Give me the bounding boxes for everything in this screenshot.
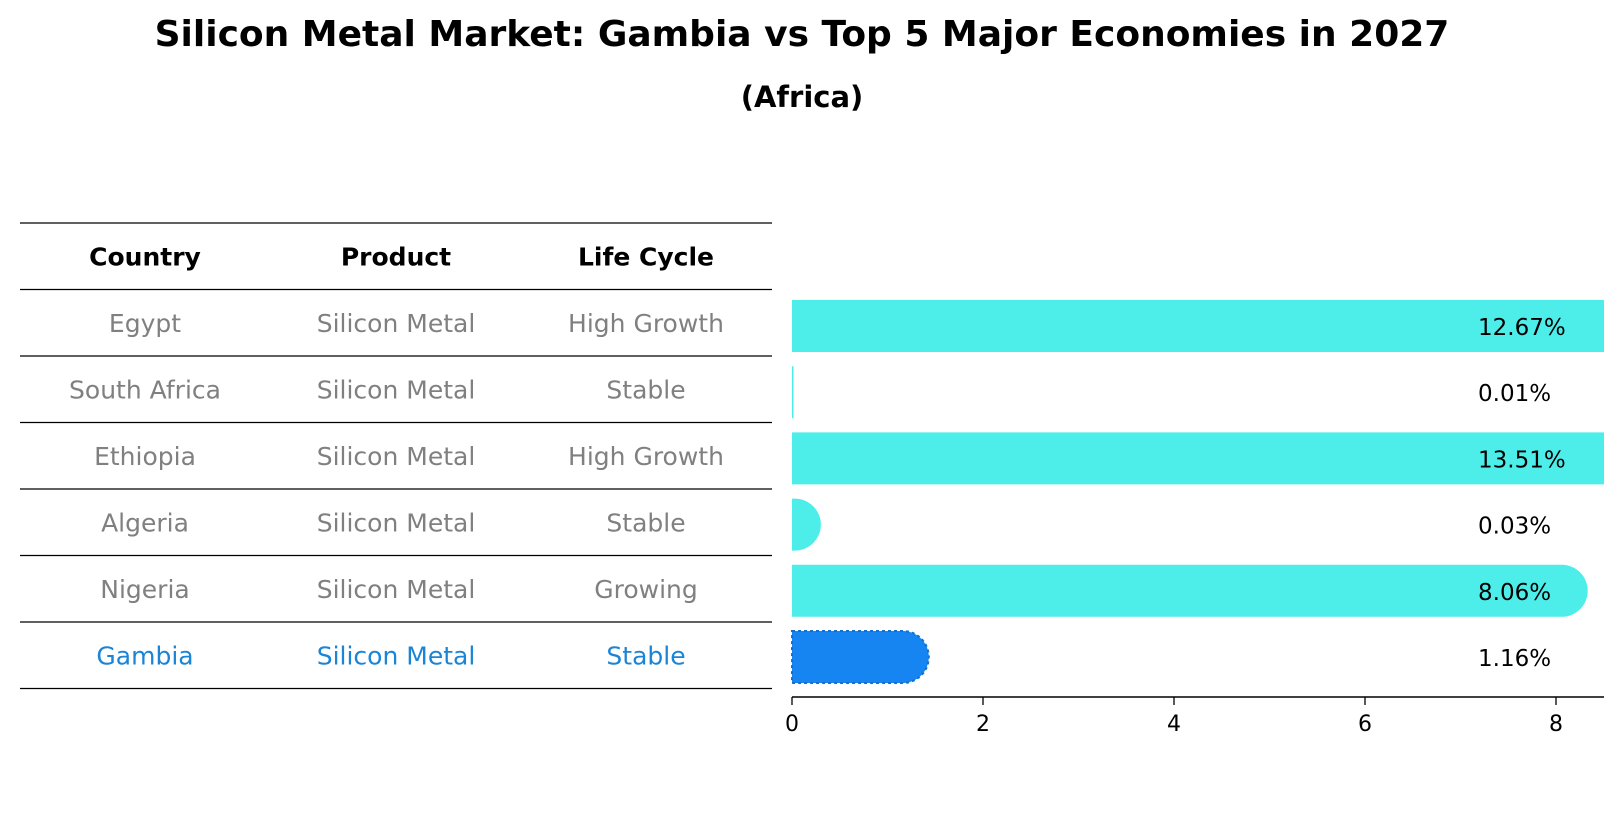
cell-life-cycle: Growing xyxy=(594,575,698,604)
cell-country: Ethiopia xyxy=(94,442,196,471)
header-country: Country xyxy=(89,242,201,271)
value-label: 13.51% xyxy=(1478,447,1566,473)
value-label: 1.16% xyxy=(1478,646,1551,672)
cell-product: Silicon Metal xyxy=(317,442,476,471)
x-tick-label: 8 xyxy=(1549,712,1563,737)
cell-country: South Africa xyxy=(69,375,221,404)
header-life-cycle: Life Cycle xyxy=(578,242,714,271)
x-tick-label: 2 xyxy=(976,712,990,737)
cell-product: Silicon Metal xyxy=(317,508,476,537)
bar-south-africa xyxy=(792,366,794,419)
x-tick-label: 6 xyxy=(1358,712,1372,737)
value-label: 0.01% xyxy=(1478,381,1551,407)
cell-product: Silicon Metal xyxy=(317,575,476,604)
cell-country: Gambia xyxy=(96,641,193,670)
cell-life-cycle: Stable xyxy=(606,508,685,537)
bar-nigeria xyxy=(792,564,1588,617)
value-label: 8.06% xyxy=(1478,580,1551,606)
cell-product: Silicon Metal xyxy=(317,641,476,670)
cell-life-cycle: High Growth xyxy=(568,442,724,471)
cell-product: Silicon Metal xyxy=(317,309,476,338)
chart-title: Silicon Metal Market: Gambia vs Top 5 Ma… xyxy=(154,14,1450,55)
cell-life-cycle: High Growth xyxy=(568,309,724,338)
x-tick-label: 4 xyxy=(1167,712,1181,737)
value-label: 0.03% xyxy=(1478,514,1551,540)
bar-gambia xyxy=(791,630,930,684)
cell-country: Algeria xyxy=(101,508,189,537)
cell-life-cycle: Stable xyxy=(606,375,685,404)
bar-ethiopia xyxy=(792,432,1604,485)
bar-algeria xyxy=(792,498,821,551)
bar-egypt xyxy=(792,300,1604,352)
x-tick-label: 0 xyxy=(785,712,799,737)
value-label: 12.67% xyxy=(1478,315,1566,341)
cell-life-cycle: Stable xyxy=(606,641,685,670)
header-product: Product xyxy=(341,242,451,271)
chart-subtitle: (Africa) xyxy=(740,80,864,114)
cell-country: Egypt xyxy=(109,309,181,338)
cell-product: Silicon Metal xyxy=(317,375,476,404)
cell-country: Nigeria xyxy=(100,575,189,604)
